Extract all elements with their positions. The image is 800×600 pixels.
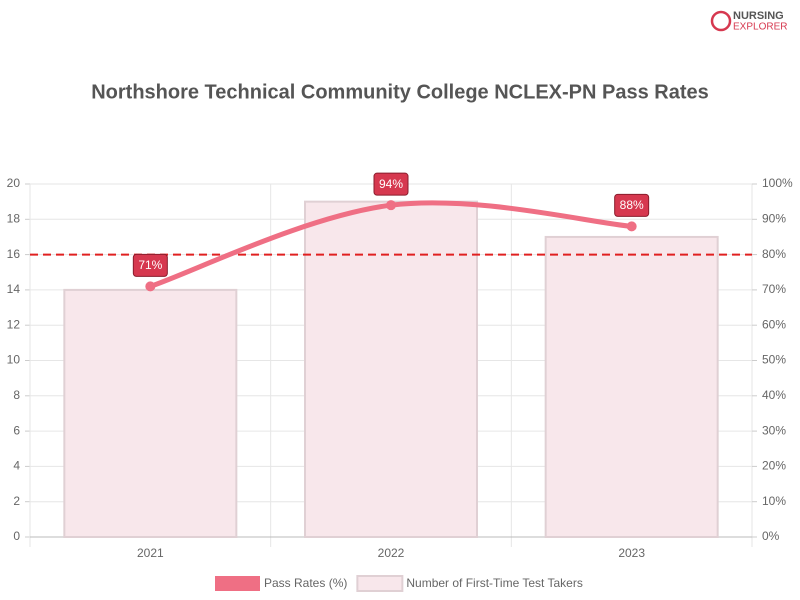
x-tick-label: 2023	[618, 546, 645, 560]
y2-tick-label: 90%	[762, 211, 786, 225]
y2-tick-label: 80%	[762, 247, 786, 261]
value-label: 94%	[379, 177, 403, 191]
y-tick-label: 14	[7, 282, 21, 296]
chart-title: Northshore Technical Community College N…	[91, 81, 709, 103]
y-tick-label: 16	[7, 247, 21, 261]
x-tick-label: 2021	[137, 546, 164, 560]
y-tick-label: 20	[7, 176, 21, 190]
point	[386, 200, 396, 211]
y-tick-label: 4	[13, 459, 20, 473]
x-tick-label: 2022	[378, 546, 405, 560]
y-tick-label: 8	[13, 388, 20, 402]
value-label-box	[373, 172, 409, 196]
legend-label: Pass Rates (%)	[264, 576, 347, 590]
value-label-box	[132, 253, 168, 277]
logo: NURSING EXPLORER	[710, 10, 787, 33]
logo-icon	[710, 10, 732, 32]
logo-text: NURSING	[733, 10, 784, 22]
logo-text: EXPLORER	[733, 22, 787, 33]
y-tick-label: 6	[13, 423, 20, 437]
y2-tick-label: 30%	[762, 423, 786, 437]
y2-tick-label: 50%	[762, 353, 786, 367]
y2-tick-label: 70%	[762, 282, 786, 296]
value-label-box	[614, 193, 650, 217]
legend-swatch	[215, 576, 260, 591]
y2-tick-label: 40%	[762, 388, 786, 402]
legend-swatch	[356, 575, 404, 592]
y-tick-label: 0	[13, 529, 20, 543]
y-tick-label: 12	[7, 317, 21, 331]
point	[626, 221, 637, 232]
bar	[304, 200, 478, 538]
y2-tick-label: 20%	[762, 459, 786, 473]
y2-tick-label: 10%	[762, 494, 786, 508]
y-tick-label: 2	[13, 494, 20, 508]
y2-tick-label: 100%	[762, 176, 793, 190]
bar	[544, 235, 719, 538]
y2-tick-label: 0%	[762, 529, 780, 543]
bar	[63, 288, 238, 538]
point	[145, 281, 156, 292]
legend-label: Number of First-Time Test Takers	[406, 576, 582, 590]
value-label: 71%	[138, 258, 162, 272]
y-tick-label: 18	[7, 211, 21, 225]
y-tick-label: 10	[7, 353, 21, 367]
value-label: 88%	[620, 198, 644, 212]
y2-tick-label: 60%	[762, 317, 786, 331]
